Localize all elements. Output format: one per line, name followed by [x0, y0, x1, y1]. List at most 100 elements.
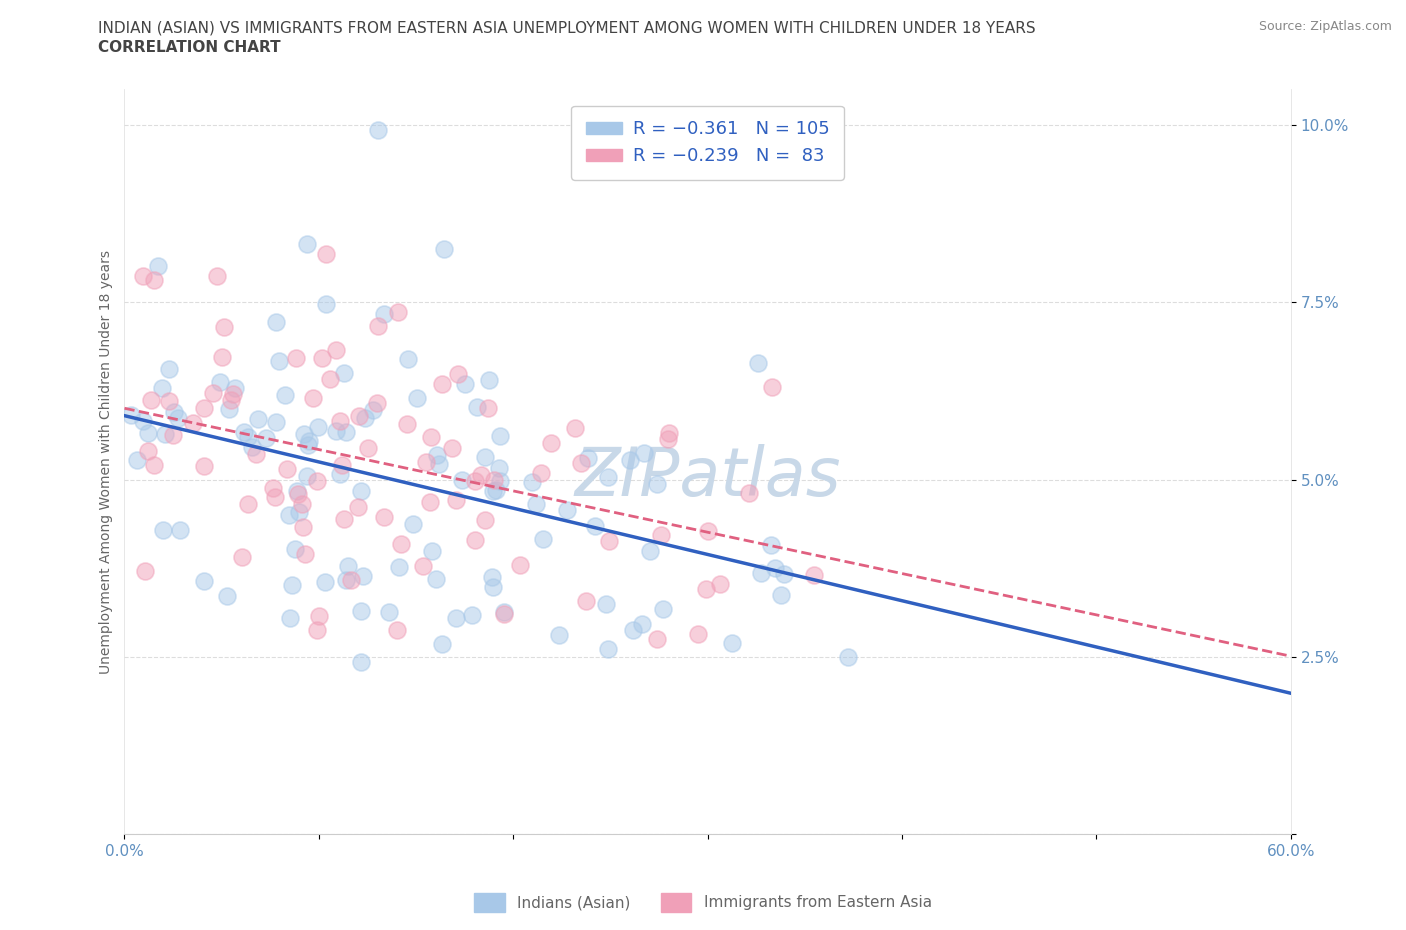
Point — [583, 519, 606, 534]
Point — [340, 572, 363, 587]
Point — [619, 452, 641, 467]
Point — [447, 366, 470, 381]
Point — [278, 508, 301, 523]
Point — [325, 342, 347, 357]
Point — [335, 425, 357, 440]
Point — [696, 524, 718, 538]
Point — [769, 588, 792, 603]
Point — [420, 543, 443, 558]
Point — [193, 458, 215, 473]
Point — [489, 473, 512, 488]
Point — [281, 578, 304, 592]
Point — [621, 623, 644, 638]
Point — [302, 391, 325, 405]
Point — [264, 415, 287, 430]
Point — [555, 502, 578, 517]
Point — [201, 385, 224, 400]
Point — [389, 537, 412, 551]
Point — [367, 319, 389, 334]
Point — [440, 440, 463, 455]
Point — [297, 469, 319, 484]
Point — [132, 269, 155, 284]
Point — [738, 485, 761, 500]
Point — [308, 609, 330, 624]
Text: INDIAN (ASIAN) VS IMMIGRANTS FROM EASTERN ASIA UNEMPLOYMENT AMONG WOMEN WITH CHI: INDIAN (ASIAN) VS IMMIGRANTS FROM EASTER… — [98, 20, 1036, 35]
Point — [361, 403, 384, 418]
Point — [547, 628, 569, 643]
Point — [425, 571, 447, 586]
Point — [134, 563, 156, 578]
Point — [357, 441, 380, 456]
Point — [150, 380, 173, 395]
Point — [631, 617, 654, 631]
Point — [233, 425, 256, 440]
Point — [461, 607, 484, 622]
Point — [454, 377, 477, 392]
Point — [464, 532, 486, 547]
Point — [231, 550, 253, 565]
Point — [262, 481, 284, 496]
Point — [721, 635, 744, 650]
Point — [481, 569, 503, 584]
Point — [152, 523, 174, 538]
Point — [529, 465, 551, 480]
Point — [353, 411, 375, 426]
Point — [470, 468, 492, 483]
Point — [477, 400, 499, 415]
Point — [388, 560, 411, 575]
Point — [142, 272, 165, 287]
Point — [169, 523, 191, 538]
Point — [412, 558, 434, 573]
Point — [330, 458, 353, 472]
Point — [240, 440, 263, 455]
Point — [564, 421, 586, 436]
Point — [430, 637, 453, 652]
Point — [488, 461, 510, 476]
Point — [598, 534, 620, 549]
Point — [645, 476, 668, 491]
Point — [451, 473, 474, 488]
Legend: R = −0.361   N = 105, R = −0.239   N =  83: R = −0.361 N = 105, R = −0.239 N = 83 — [571, 106, 844, 179]
Text: ZIP​atlas: ZIP​atlas — [574, 444, 841, 510]
Point — [287, 486, 309, 501]
Point — [325, 423, 347, 438]
Point — [464, 473, 486, 488]
Point — [143, 458, 166, 472]
Point — [433, 242, 456, 257]
Point — [333, 512, 356, 526]
Point — [485, 483, 508, 498]
Point — [285, 484, 308, 498]
Point — [315, 246, 337, 261]
Point — [276, 461, 298, 476]
Point — [350, 604, 373, 618]
Point — [155, 427, 177, 442]
Point — [474, 450, 496, 465]
Point — [346, 499, 368, 514]
Point — [162, 428, 184, 443]
Point — [650, 528, 672, 543]
Point — [373, 510, 395, 525]
Point — [596, 470, 619, 485]
Point — [465, 400, 488, 415]
Point — [427, 457, 450, 472]
Point — [284, 541, 307, 556]
Point — [638, 543, 661, 558]
Point — [695, 581, 717, 596]
Point — [478, 373, 501, 388]
Legend: Indians (Asian), Immigrants from Eastern Asia: Indians (Asian), Immigrants from Eastern… — [468, 887, 938, 918]
Point — [446, 493, 468, 508]
Point — [305, 623, 328, 638]
Point — [482, 472, 505, 487]
Point — [219, 392, 242, 407]
Point — [297, 437, 319, 452]
Point — [146, 259, 169, 273]
Point — [238, 497, 260, 512]
Point — [211, 349, 233, 364]
Y-axis label: Unemployment Among Women with Children Under 18 years: Unemployment Among Women with Children U… — [100, 250, 114, 674]
Point — [274, 387, 297, 402]
Point — [595, 596, 617, 611]
Point — [761, 379, 783, 394]
Point — [307, 419, 329, 434]
Point — [576, 451, 599, 466]
Point — [747, 355, 769, 370]
